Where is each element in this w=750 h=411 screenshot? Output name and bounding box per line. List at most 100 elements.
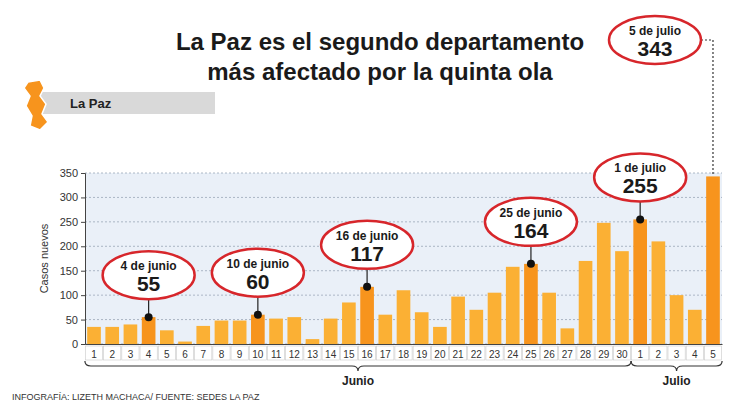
x-tick: 10 (249, 344, 266, 360)
x-tick-label: 23 (489, 349, 501, 360)
x-tick: 2 (650, 344, 667, 360)
data-label: 255 (623, 174, 658, 197)
callout-bubble (321, 221, 413, 269)
x-tick: 12 (286, 344, 303, 360)
bar (451, 297, 465, 344)
bar (215, 321, 229, 344)
bar (633, 219, 647, 344)
group-label: Julio (663, 374, 691, 388)
y-tick: 350 (60, 167, 85, 179)
grid-line (85, 221, 722, 222)
callout: 4 de junio55 (103, 251, 195, 321)
y-tick-mark (81, 271, 85, 272)
callout-dot (527, 260, 535, 268)
callout-date: 25 de junio (500, 206, 563, 220)
x-tick-label: 3 (128, 349, 134, 360)
data-label: 55 (137, 272, 161, 295)
x-tick-label: 1 (637, 349, 643, 360)
y-tick: 250 (60, 216, 85, 228)
x-tick: 2 (104, 344, 121, 360)
x-tick-box (249, 346, 266, 360)
bar (415, 312, 429, 344)
x-tick-box (304, 346, 321, 360)
x-tick-label: 8 (219, 349, 225, 360)
x-tick-label: 4 (692, 349, 698, 360)
x-tick-label: 3 (674, 349, 680, 360)
bar (469, 310, 483, 344)
x-tick-label: 30 (616, 349, 628, 360)
x-tick: 15 (340, 344, 357, 360)
callout-date: 4 de junio (121, 259, 177, 273)
subtitle: La Paz (70, 96, 112, 111)
group-bracket (631, 361, 722, 371)
x-tick-label: 29 (598, 349, 610, 360)
x-tick: 21 (450, 344, 467, 360)
y-tick-label: 0 (72, 338, 78, 350)
bar (397, 290, 411, 344)
callout-date: 10 de junio (227, 257, 290, 271)
x-tick-label: 4 (146, 349, 152, 360)
x-tick-box (140, 346, 157, 360)
x-tick-label: 5 (710, 349, 716, 360)
annotations: 4 de junio5510 de junio6016 de junio1172… (103, 16, 713, 321)
x-tick-box (522, 346, 539, 360)
y-tick: 200 (60, 240, 85, 252)
x-tick: 7 (195, 344, 212, 360)
x-tick-label: 27 (562, 349, 574, 360)
x-tick-box (231, 346, 248, 360)
x-axis: 1234567891011121314151617181920212223242… (85, 344, 722, 360)
x-tick: 5 (158, 344, 175, 360)
source: INFOGRAFÍA: LIZETH MACHACA/ FUENTE: SEDE… (12, 392, 260, 402)
x-tick-box (377, 346, 394, 360)
banner (40, 92, 215, 114)
y-tick-mark (81, 344, 85, 345)
x-tick: 30 (613, 344, 630, 360)
callout-connector (701, 40, 713, 174)
x-tick-box (686, 346, 703, 360)
bar (378, 315, 392, 344)
callout-dot (254, 311, 262, 319)
x-tick-box (322, 346, 339, 360)
x-tick-box (504, 346, 521, 360)
x-tick: 3 (122, 344, 139, 360)
bar (269, 319, 283, 344)
x-tick-box (267, 346, 284, 360)
x-tick-label: 19 (416, 349, 428, 360)
x-tick: 19 (413, 344, 430, 360)
x-tick-box (486, 346, 503, 360)
callout-bubble (594, 153, 686, 201)
bar (597, 223, 611, 344)
x-tick-label: 12 (289, 349, 301, 360)
x-tick-box (704, 346, 721, 360)
bar (488, 293, 502, 344)
x-tick: 26 (541, 344, 558, 360)
x-tick-box (85, 346, 102, 360)
bar (706, 176, 720, 344)
x-tick: 17 (377, 344, 394, 360)
bar (561, 328, 575, 344)
callout: 5 de julio343 (609, 16, 713, 174)
x-tick-label: 9 (237, 349, 243, 360)
x-tick-label: 13 (307, 349, 319, 360)
x-tick: 25 (522, 344, 539, 360)
y-tick: 300 (60, 191, 85, 203)
x-tick: 6 (176, 344, 193, 360)
x-tick-box (395, 346, 412, 360)
bar (506, 267, 520, 344)
x-tick: 9 (231, 344, 248, 360)
chart: La Paz es el segundo departamentomás afe… (0, 0, 750, 411)
y-axis-line (81, 174, 86, 345)
callout-bubble (485, 198, 577, 246)
y-tick: 100 (60, 289, 85, 301)
y-axis: 050100150200250300350 (60, 167, 86, 350)
y-tick-label: 150 (60, 265, 78, 277)
x-tick-label: 15 (343, 349, 355, 360)
title: La Paz es el segundo departamentomás afe… (176, 28, 584, 85)
x-tick-box (104, 346, 121, 360)
x-tick-label: 25 (525, 349, 537, 360)
y-tick-mark (81, 197, 85, 198)
x-tick-label: 6 (182, 349, 188, 360)
bar (287, 317, 301, 344)
x-tick-label: 14 (325, 349, 337, 360)
x-tick-label: 20 (434, 349, 446, 360)
